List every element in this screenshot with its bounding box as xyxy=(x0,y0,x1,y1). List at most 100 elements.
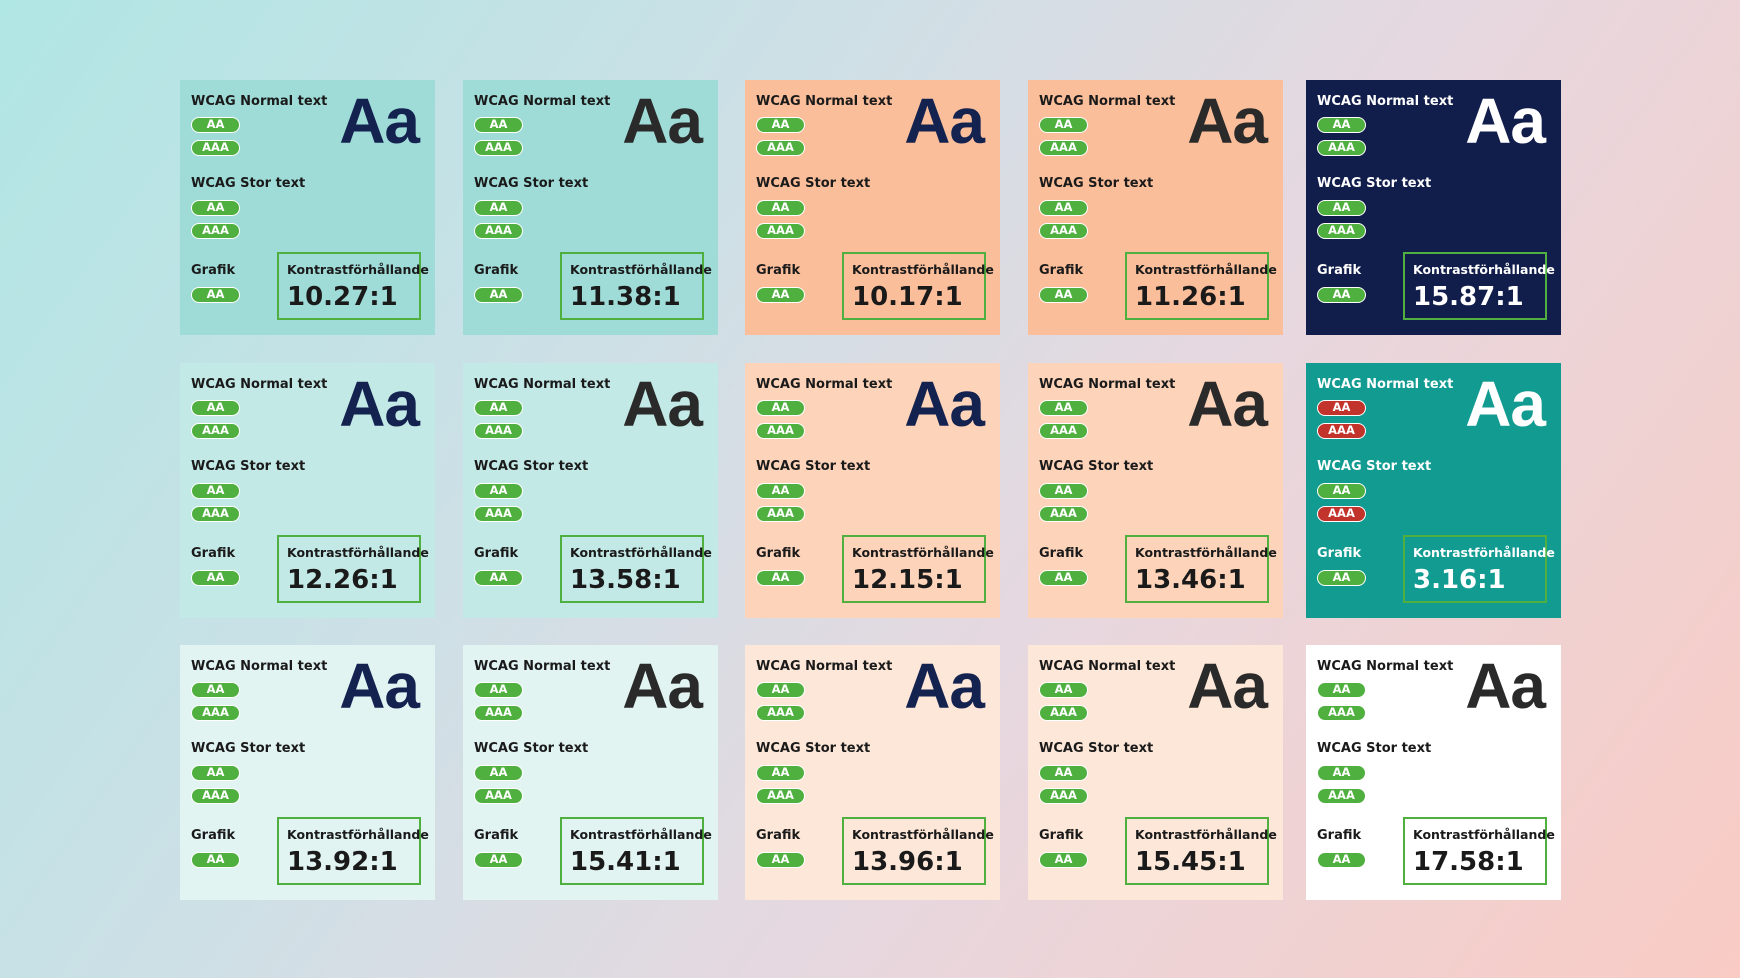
wcag-badge: AA xyxy=(474,765,523,781)
ratio-label: Kontrastförhållande xyxy=(1413,827,1555,842)
section-label: WCAG Stor text xyxy=(191,741,306,756)
section-label: WCAG Stor text xyxy=(191,176,306,191)
wcag-badge: AA xyxy=(474,287,523,303)
section-label: WCAG Stor text xyxy=(1317,459,1432,474)
wcag-badge: AAA xyxy=(756,423,805,439)
section-label: Grafik xyxy=(1039,546,1084,561)
section-label: WCAG Normal text xyxy=(191,377,328,392)
ratio-box: Kontrastförhållande 13.92:1 xyxy=(277,817,429,885)
wcag-badge: AA xyxy=(1317,570,1366,586)
wcag-badge: AAA xyxy=(474,788,523,804)
wcag-badge: AA xyxy=(756,765,805,781)
wcag-badge: AA xyxy=(756,483,805,499)
section-label: Grafik xyxy=(474,263,519,278)
wcag-badge: AA xyxy=(191,483,240,499)
wcag-badge: AAA xyxy=(474,223,523,239)
wcag-badge: AA xyxy=(474,682,523,698)
section-label: Grafik xyxy=(191,828,236,843)
wcag-badge: AAA xyxy=(1039,223,1088,239)
section-label: Grafik xyxy=(756,828,801,843)
wcag-badge: AA xyxy=(191,682,240,698)
ratio-value: 10.27:1 xyxy=(287,282,398,312)
ratio-value: 17.58:1 xyxy=(1413,847,1524,877)
contrast-card: Aa WCAG Normal text AA AAA WCAG Stor text AA A… xyxy=(745,363,1000,618)
contrast-card: Aa WCAG Normal text AA AAA WCAG Stor text AA A… xyxy=(745,80,1000,335)
contrast-card: Aa WCAG Normal text AA AAA WCAG Stor text AA A… xyxy=(1028,363,1283,618)
ratio-label: Kontrastförhållande xyxy=(852,262,994,277)
wcag-badge: AAA xyxy=(1039,705,1088,721)
section-label: WCAG Normal text xyxy=(474,377,611,392)
sample-text: Aa xyxy=(904,368,985,440)
wcag-badge: AA xyxy=(474,852,523,868)
wcag-badge: AA xyxy=(1039,287,1088,303)
ratio-value: 11.38:1 xyxy=(570,282,681,312)
wcag-badge: AAA xyxy=(756,788,805,804)
wcag-badge: AA xyxy=(756,117,805,133)
wcag-badge: AAA xyxy=(1039,788,1088,804)
section-label: WCAG Stor text xyxy=(1317,741,1432,756)
contrast-card: Aa WCAG Normal text AA AAA WCAG Stor text AA A… xyxy=(1306,363,1561,618)
wcag-badge: AA xyxy=(1317,400,1366,416)
wcag-badge: AA xyxy=(1317,287,1366,303)
section-label: WCAG Normal text xyxy=(1317,377,1454,392)
wcag-badge: AAA xyxy=(756,506,805,522)
wcag-badge: AA xyxy=(191,400,240,416)
section-label: Grafik xyxy=(191,546,236,561)
sample-text: Aa xyxy=(339,368,420,440)
section-label: WCAG Stor text xyxy=(474,459,589,474)
ratio-label: Kontrastförhållande xyxy=(1413,545,1555,560)
ratio-box: Kontrastförhållande 13.58:1 xyxy=(560,535,712,603)
wcag-badge: AA xyxy=(191,570,240,586)
ratio-box: Kontrastförhållande 17.58:1 xyxy=(1403,817,1555,885)
wcag-badge: AA xyxy=(756,287,805,303)
section-label: Grafik xyxy=(1317,263,1362,278)
wcag-badge: AA xyxy=(756,682,805,698)
ratio-box: Kontrastförhållande 3.16:1 xyxy=(1403,535,1555,603)
wcag-badge: AAA xyxy=(474,423,523,439)
section-label: WCAG Normal text xyxy=(756,377,893,392)
sample-text: Aa xyxy=(622,650,703,722)
ratio-label: Kontrastförhållande xyxy=(287,262,429,277)
ratio-box: Kontrastförhållande 13.46:1 xyxy=(1125,535,1277,603)
section-label: WCAG Normal text xyxy=(1039,377,1176,392)
wcag-badge: AA xyxy=(1039,570,1088,586)
wcag-badge: AA xyxy=(474,117,523,133)
wcag-badge: AAA xyxy=(191,423,240,439)
ratio-label: Kontrastförhållande xyxy=(852,545,994,560)
ratio-value: 12.15:1 xyxy=(852,565,963,595)
wcag-badge: AAA xyxy=(191,705,240,721)
wcag-badge: AA xyxy=(1317,483,1366,499)
wcag-badge: AAA xyxy=(756,223,805,239)
section-label: Grafik xyxy=(756,546,801,561)
wcag-badge: AA xyxy=(191,117,240,133)
wcag-badge: AA xyxy=(756,200,805,216)
sample-text: Aa xyxy=(339,85,420,157)
sample-text: Aa xyxy=(1187,650,1268,722)
section-label: WCAG Stor text xyxy=(756,176,871,191)
ratio-value: 11.26:1 xyxy=(1135,282,1246,312)
wcag-badge: AA xyxy=(191,200,240,216)
section-label: WCAG Stor text xyxy=(191,459,306,474)
ratio-box: Kontrastförhållande 15.41:1 xyxy=(560,817,712,885)
contrast-card: Aa WCAG Normal text AA AAA WCAG Stor text AA A… xyxy=(1028,645,1283,900)
contrast-card: Aa WCAG Normal text AA AAA WCAG Stor text AA A… xyxy=(463,80,718,335)
sample-text: Aa xyxy=(622,85,703,157)
ratio-value: 10.17:1 xyxy=(852,282,963,312)
sample-text: Aa xyxy=(1465,368,1546,440)
ratio-label: Kontrastförhållande xyxy=(1135,262,1277,277)
ratio-box: Kontrastförhållande 15.87:1 xyxy=(1403,252,1555,320)
wcag-badge: AAA xyxy=(474,506,523,522)
ratio-box: Kontrastförhållande 10.27:1 xyxy=(277,252,429,320)
ratio-value: 13.92:1 xyxy=(287,847,398,877)
section-label: WCAG Normal text xyxy=(1039,94,1176,109)
wcag-badge: AAA xyxy=(191,140,240,156)
wcag-badge: AA xyxy=(474,483,523,499)
wcag-badge: AAA xyxy=(1317,788,1366,804)
ratio-label: Kontrastförhållande xyxy=(570,545,712,560)
wcag-badge: AAA xyxy=(1317,705,1366,721)
ratio-label: Kontrastförhållande xyxy=(1135,827,1277,842)
wcag-badge: AAA xyxy=(1317,223,1366,239)
ratio-box: Kontrastförhållande 11.26:1 xyxy=(1125,252,1277,320)
wcag-badge: AAA xyxy=(474,705,523,721)
